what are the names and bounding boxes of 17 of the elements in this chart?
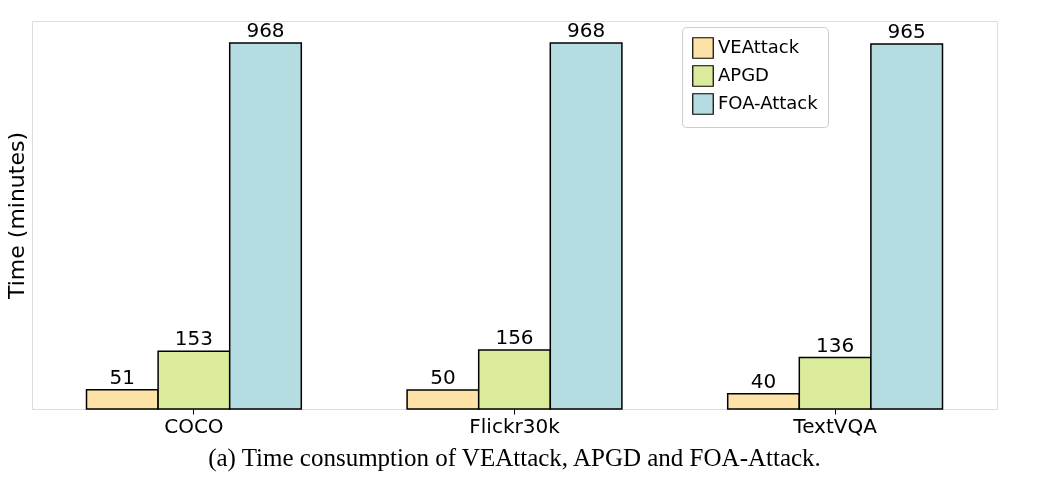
legend-label: APGD	[718, 64, 769, 85]
data-label: 153	[174, 326, 213, 351]
data-label: 50	[430, 365, 456, 390]
data-label: 40	[750, 368, 777, 393]
data-label: 965	[887, 19, 926, 44]
data-label: 968	[246, 17, 285, 42]
x-tick-label: Flickr30k	[469, 413, 561, 438]
x-tick-label: TextVQA	[792, 413, 878, 438]
data-label: 156	[495, 325, 534, 350]
y-axis-title: Time (minutes)	[3, 131, 29, 301]
data-label: 51	[109, 364, 136, 389]
legend-label: FOA-Attack	[718, 92, 819, 113]
legend-label: VEAttack	[718, 36, 800, 57]
x-tick-label: COCO	[164, 413, 224, 438]
data-label: 136	[816, 332, 855, 357]
text: (a) Time consumption of VEAttack, APGD and FOA-Attack.	[208, 444, 821, 472]
data-label: 968	[567, 17, 606, 42]
